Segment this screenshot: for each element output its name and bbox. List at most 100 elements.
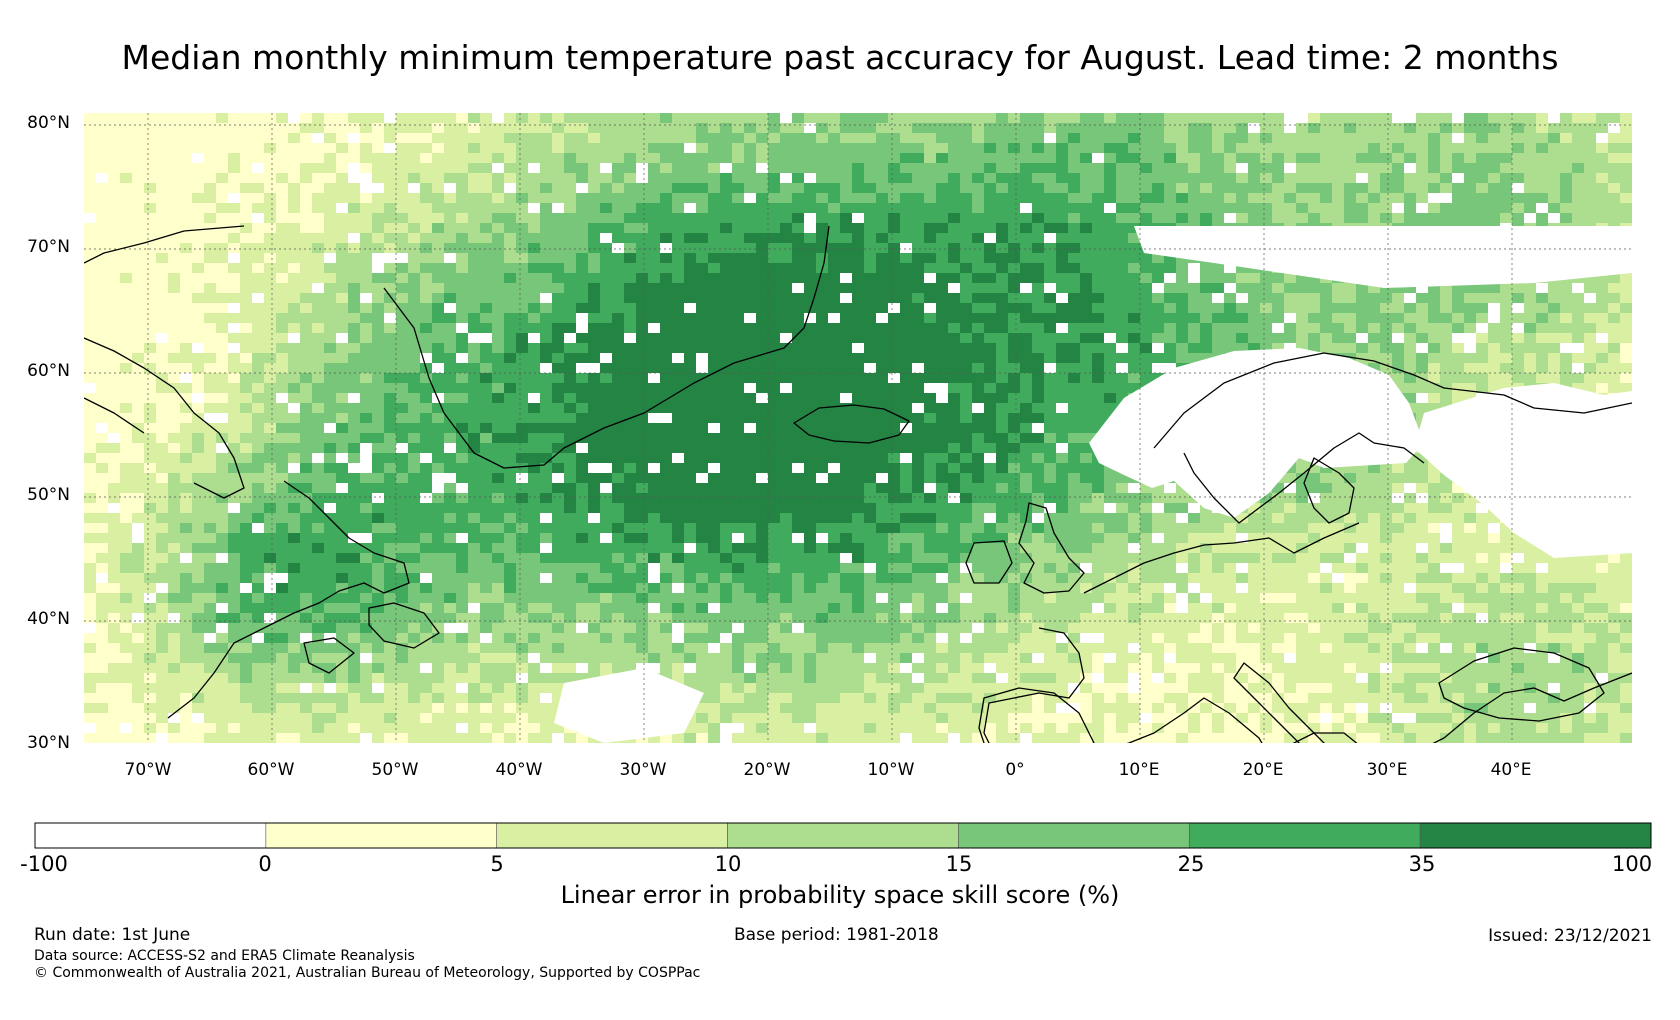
skill-cell [1320,183,1332,193]
skill-cell [408,453,420,463]
skill-cell [1332,203,1344,213]
skill-cell [1068,343,1080,353]
skill-cell [420,373,432,383]
skill-cell [1320,313,1332,323]
skill-cell [744,373,756,383]
skill-cell [1008,193,1020,203]
skill-cell [408,353,420,363]
skill-cell [972,253,984,263]
skill-cell [288,133,300,143]
skill-cell [1620,323,1632,333]
skill-cell [696,443,708,453]
skill-cell [1524,283,1536,293]
skill-cell [1524,313,1536,323]
skill-cell [972,183,984,193]
skill-cell [720,323,732,333]
skill-cell [96,123,108,133]
skill-cell [180,193,192,203]
skill-cell [1464,133,1476,143]
skill-cell [348,263,360,273]
skill-cell [1584,343,1596,353]
skill-cell [372,123,384,133]
skill-cell [444,253,456,263]
skill-cell [168,483,180,493]
skill-cell [900,113,912,123]
skill-cell [420,323,432,333]
skill-cell [216,403,228,413]
skill-cell [144,483,156,493]
skill-cell [264,423,276,433]
skill-cell [1284,473,1296,483]
skill-cell [864,213,876,223]
skill-cell [1236,213,1248,223]
skill-cell [420,393,432,403]
skill-cell [996,353,1008,363]
skill-cell [348,183,360,193]
skill-cell [1368,303,1380,313]
skill-cell [360,463,372,473]
skill-cell [204,333,216,343]
skill-cell [600,373,612,383]
skill-cell [1284,273,1296,283]
skill-cell [924,213,936,223]
skill-cell [216,493,228,503]
skill-cell [1308,123,1320,133]
skill-cell [792,203,804,213]
skill-cell [228,383,240,393]
skill-cell [348,253,360,263]
skill-cell [1056,143,1068,153]
skill-cell [708,473,720,483]
skill-cell [768,423,780,433]
skill-cell [600,123,612,133]
skill-cell [600,273,612,283]
skill-cell [1416,173,1428,183]
skill-cell [648,233,660,243]
skill-cell [1236,193,1248,203]
skill-cell [684,413,696,423]
skill-cell [384,123,396,133]
skill-cell [288,383,300,393]
skill-cell [840,223,852,233]
skill-cell [948,393,960,403]
skill-cell [1068,453,1080,463]
skill-cell [108,493,120,503]
skill-cell [1260,183,1272,193]
skill-cell [1620,273,1632,283]
skill-cell [288,363,300,373]
skill-cell [828,463,840,473]
skill-cell [1392,163,1404,173]
skill-cell [660,213,672,223]
skill-cell [696,343,708,353]
skill-cell [276,373,288,383]
skill-cell [696,223,708,233]
skill-cell [456,493,468,503]
skill-cell [336,303,348,313]
skill-cell [1416,313,1428,323]
skill-cell [552,453,564,463]
skill-cell [420,453,432,463]
skill-cell [996,173,1008,183]
skill-cell [1068,253,1080,263]
skill-cell [288,423,300,433]
skill-cell [900,403,912,413]
skill-cell [780,293,792,303]
skill-cell [132,203,144,213]
skill-cell [480,313,492,323]
skill-cell [1284,483,1296,493]
skill-cell [1356,133,1368,143]
skill-cell [120,263,132,273]
skill-cell [1020,383,1032,393]
skill-cell [312,363,324,373]
skill-cell [744,473,756,483]
skill-cell [1008,263,1020,273]
skill-cell [972,233,984,243]
skill-cell [1464,143,1476,153]
skill-cell [384,393,396,403]
skill-cell [660,473,672,483]
skill-cell [636,133,648,143]
skill-cell [420,413,432,423]
skill-cell [1200,183,1212,193]
skill-cell [732,493,744,503]
skill-cell [1608,113,1620,123]
skill-cell [852,433,864,443]
